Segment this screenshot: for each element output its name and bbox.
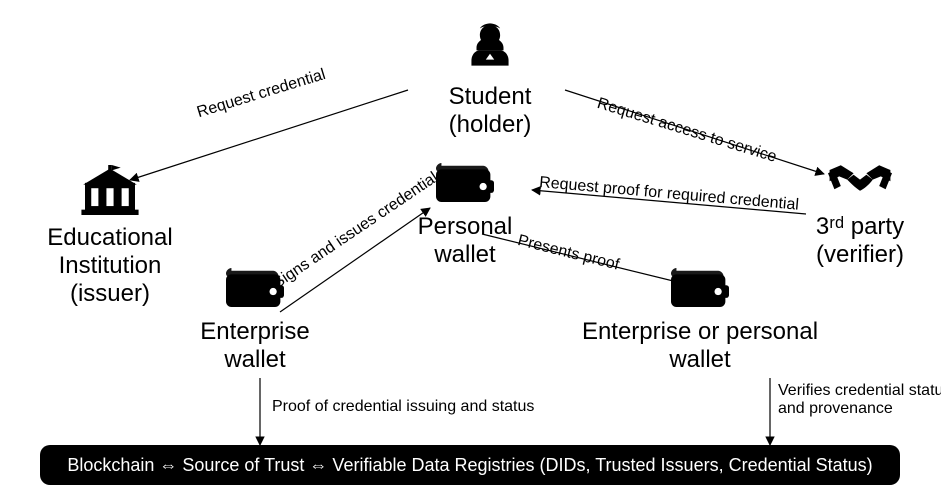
ent-or-personal-wallet-node: Enterprise or personal wallet — [570, 265, 830, 374]
student-node: Student (holder) — [420, 20, 560, 139]
student-label: Student (holder) — [420, 83, 560, 138]
enterprise-wallet-node: Enterprise wallet — [190, 265, 320, 374]
ent-or-personal-wallet-label: Enterprise or personal wallet — [570, 318, 830, 373]
issuer-node: Educational Institution (issuer) — [35, 165, 185, 307]
personal-wallet-label: Personal wallet — [400, 213, 530, 268]
handshake-icon — [800, 160, 920, 209]
issuer-label: Educational Institution (issuer) — [35, 224, 185, 307]
edge-label: Request credential — [195, 66, 328, 122]
verifier-label: 3ʳᵈ party (verifier) — [800, 213, 920, 268]
edge-label: Request proof for required credential — [538, 174, 799, 215]
verifier-node: 3ʳᵈ party (verifier) — [800, 160, 920, 269]
student-icon — [420, 20, 560, 79]
blockchain-bar: Blockchain ⇔ Source of Trust ⇔ Verifiabl… — [40, 445, 900, 485]
edge-label: Proof of credential issuing and status — [272, 398, 534, 416]
edge-label: Request access to service — [595, 95, 779, 167]
blockchain-bar-text: Blockchain ⇔ Source of Trust ⇔ Verifiabl… — [67, 455, 872, 476]
edge-label: Verifies credential status and provenanc… — [778, 382, 941, 418]
enterprise-wallet-label: Enterprise wallet — [190, 318, 320, 373]
edge-label: Presents proof — [516, 232, 621, 275]
diagram-stage: { "type": "flowchart", "background_color… — [0, 0, 941, 500]
institution-icon — [35, 165, 185, 220]
